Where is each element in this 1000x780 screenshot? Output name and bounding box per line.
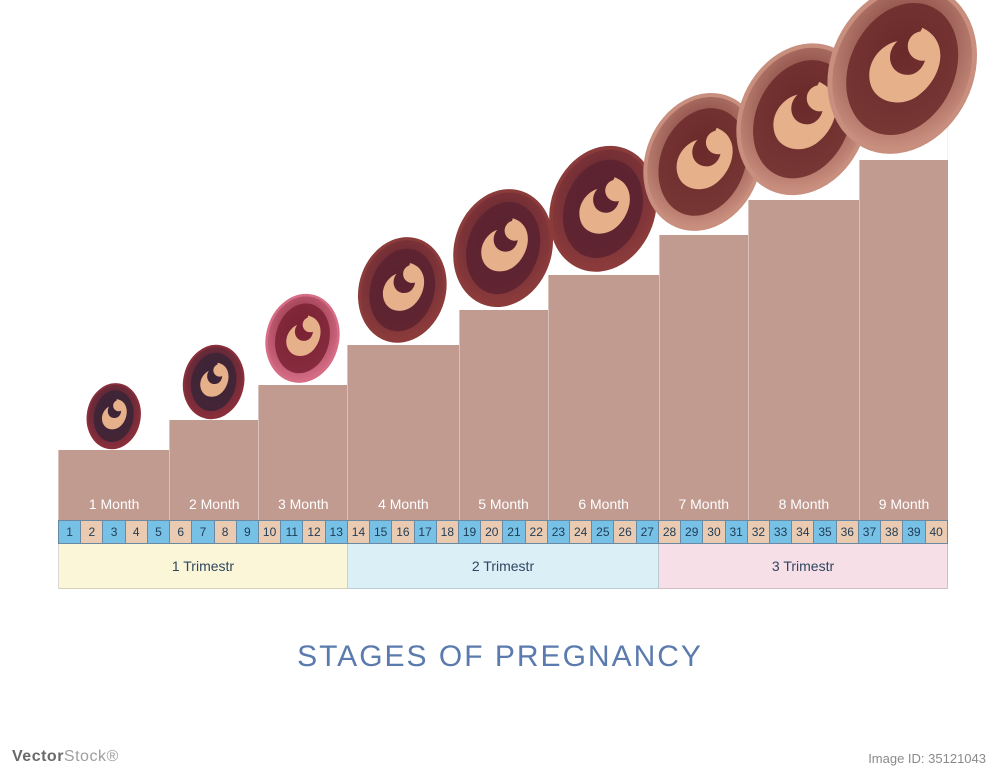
month-bar-label: 4 Month <box>348 490 458 520</box>
week-cell: 38 <box>881 520 903 544</box>
fetus-icon <box>822 0 986 160</box>
week-cell: 10 <box>259 520 281 544</box>
week-cell: 8 <box>215 520 237 544</box>
month-bar-label: 3 Month <box>259 490 347 520</box>
week-cell: 12 <box>303 520 325 544</box>
month-bar-label: 1 Month <box>59 490 169 520</box>
week-cell: 2 <box>81 520 103 544</box>
week-cell: 11 <box>281 520 303 544</box>
week-cell: 22 <box>526 520 548 544</box>
week-cell: 26 <box>614 520 636 544</box>
fetus-icon <box>261 288 345 385</box>
watermark-brand: VectorStock® <box>12 748 119 766</box>
week-cell: 35 <box>814 520 836 544</box>
week-cell: 18 <box>437 520 459 544</box>
week-cell: 31 <box>726 520 748 544</box>
trimester-cell: 1 Trimestr <box>59 544 348 589</box>
trimester-cell: 3 Trimestr <box>659 544 948 589</box>
week-cell: 15 <box>370 520 392 544</box>
week-cell: 29 <box>681 520 703 544</box>
week-cell: 21 <box>503 520 525 544</box>
week-cell: 17 <box>415 520 437 544</box>
week-cell: 24 <box>570 520 592 544</box>
week-cell: 4 <box>126 520 148 544</box>
weeks-row: 1234567891011121314151617181920212223242… <box>58 520 948 544</box>
week-cell: 33 <box>770 520 792 544</box>
month-bar-label: 7 Month <box>660 490 748 520</box>
week-cell: 40 <box>926 520 948 544</box>
week-cell: 23 <box>548 520 570 544</box>
month-bar: 5 Month <box>459 310 548 520</box>
watermark-id: Image ID: 35121043 <box>868 751 986 766</box>
week-cell: 37 <box>859 520 881 544</box>
week-cell: 16 <box>392 520 414 544</box>
week-cell: 13 <box>326 520 348 544</box>
month-bar: 6 Month <box>548 275 659 520</box>
week-cell: 5 <box>148 520 170 544</box>
week-cell: 32 <box>748 520 770 544</box>
month-bar-label: 8 Month <box>749 490 859 520</box>
watermark-brand-rest: Stock <box>64 748 107 765</box>
week-cell: 28 <box>659 520 681 544</box>
month-bar-label: 9 Month <box>860 490 948 520</box>
week-cell: 6 <box>170 520 192 544</box>
month-bar: 8 Month <box>748 200 859 520</box>
week-cell: 19 <box>459 520 481 544</box>
fetus-icon <box>83 379 145 450</box>
week-cell: 34 <box>792 520 814 544</box>
week-cell: 20 <box>481 520 503 544</box>
month-bar-label: 6 Month <box>549 490 659 520</box>
month-bars-row: 1 Month2 Month3 Month4 Month5 Month6 Mon… <box>58 60 948 520</box>
month-bar: 4 Month <box>347 345 458 520</box>
trimesters-row: 1 Trimestr2 Trimestr3 Trimestr <box>58 544 948 589</box>
watermark-brand-bold: Vector <box>12 748 64 765</box>
pregnancy-stages-chart: 1 Month2 Month3 Month4 Month5 Month6 Mon… <box>58 60 948 589</box>
month-bar: 7 Month <box>659 235 748 520</box>
month-bar: 9 Month <box>859 160 948 520</box>
month-bar: 1 Month <box>58 450 169 520</box>
fetus-icon <box>179 340 249 421</box>
week-cell: 36 <box>837 520 859 544</box>
month-bar: 3 Month <box>258 385 347 520</box>
chart-title: STAGES OF PREGNANCY <box>0 640 1000 674</box>
trimester-cell: 2 Trimestr <box>348 544 659 589</box>
week-cell: 25 <box>592 520 614 544</box>
week-cell: 14 <box>348 520 370 544</box>
week-cell: 27 <box>637 520 659 544</box>
week-cell: 1 <box>59 520 81 544</box>
week-cell: 39 <box>903 520 925 544</box>
week-cell: 30 <box>703 520 725 544</box>
week-cell: 3 <box>103 520 125 544</box>
month-bar-label: 5 Month <box>460 490 548 520</box>
week-cell: 7 <box>192 520 214 544</box>
month-bar-label: 2 Month <box>170 490 258 520</box>
week-cell: 9 <box>237 520 259 544</box>
month-bar: 2 Month <box>169 420 258 520</box>
